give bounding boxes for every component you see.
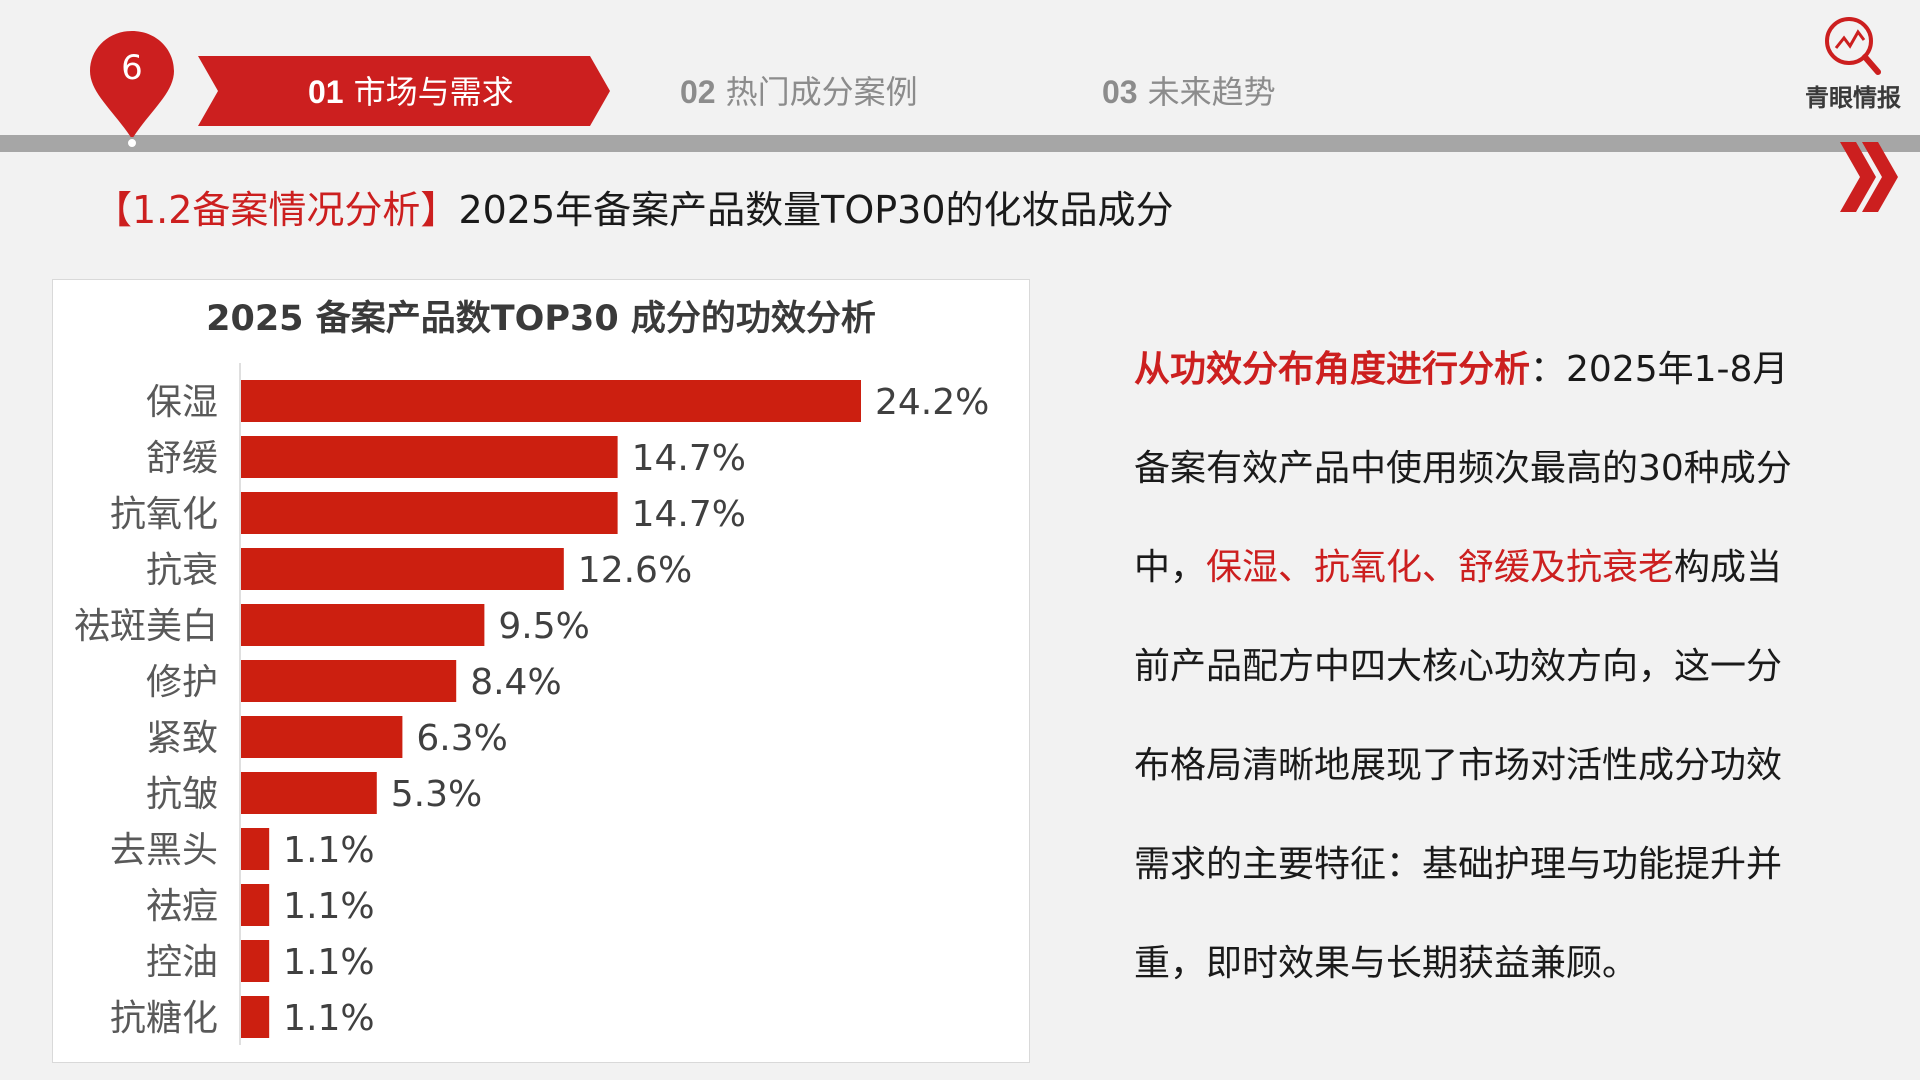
category-label: 舒缓 xyxy=(146,438,218,479)
data-label: 5.3% xyxy=(391,774,482,815)
tab-label: 未来趋势 xyxy=(1147,73,1276,111)
bar xyxy=(241,716,403,758)
category-label: 控油 xyxy=(146,942,218,983)
efficacy-bar-chart: 2025 备案产品数TOP30 成分的功效分析 保湿 24.2% 舒缓 14.7% 抗氧… xyxy=(74,299,989,1045)
bar xyxy=(241,380,861,422)
analysis-highlight: 保湿、抗氧化、舒缓及抗衰老 xyxy=(1206,547,1675,588)
category-label: 抗衰 xyxy=(146,550,218,591)
bar xyxy=(241,604,485,646)
double-chevron-right-icon xyxy=(1840,142,1898,212)
analysis-part2: 构成当前产品配方中四大核心功效方向，这一分布格局清晰地展现了市场对活性成分功效需… xyxy=(1134,547,1783,984)
category-label: 修护 xyxy=(146,662,218,703)
analysis-text: 从功效分布角度进行分析：2025年1-8月备案有效产品中使用频次最高的30种成分… xyxy=(1134,320,1814,1013)
tab-number: 02 xyxy=(680,74,716,110)
page-number-pin-icon xyxy=(90,31,174,149)
tab-label: 市场与需求 xyxy=(353,73,514,111)
active-tab-arrow xyxy=(198,56,610,126)
data-label: 6.3% xyxy=(416,718,507,759)
category-label: 抗皱 xyxy=(146,774,218,815)
section-tag: 【1.2备案情况分析】 xyxy=(94,188,459,232)
tab-future-trends[interactable]: 03 未来趋势 xyxy=(1102,68,1276,116)
bar xyxy=(241,660,457,702)
chart-title: 2025 备案产品数TOP30 成分的功效分析 xyxy=(206,299,876,339)
category-label: 祛痘 xyxy=(146,886,218,927)
analysis-part1: ：2025年1-8月备案有效产品中使用频次最高的30种成分中， xyxy=(1134,349,1792,588)
data-label: 1.1% xyxy=(283,998,374,1039)
header-divider xyxy=(0,135,1920,152)
category-label: 抗氧化 xyxy=(110,494,218,535)
category-label: 祛斑美白 xyxy=(74,606,218,647)
tab-number: 01 xyxy=(308,74,344,110)
bar xyxy=(241,772,377,814)
tab-number: 03 xyxy=(1102,74,1138,110)
page-number: 6 xyxy=(121,48,143,88)
category-label: 去黑头 xyxy=(110,830,218,871)
magnifier-chart-logo-icon xyxy=(1825,17,1881,75)
data-label: 1.1% xyxy=(283,886,374,927)
category-label: 保湿 xyxy=(146,382,218,423)
brand-logo-text: 青眼情报 xyxy=(1805,84,1901,112)
data-label: 24.2% xyxy=(875,382,989,423)
section-title-text: 2025年备案产品数量TOP30的化妆品成分 xyxy=(458,188,1174,232)
data-label: 1.1% xyxy=(283,942,374,983)
bar xyxy=(241,828,270,870)
bar xyxy=(241,996,270,1038)
analysis-lead: 从功效分布角度进行分析 xyxy=(1134,349,1531,390)
data-label: 12.6% xyxy=(578,550,692,591)
tab-market-demand[interactable]: 01 市场与需求 xyxy=(308,68,514,116)
bar xyxy=(241,548,564,590)
bar xyxy=(241,884,270,926)
bar xyxy=(241,492,618,534)
data-label: 14.7% xyxy=(632,438,746,479)
data-label: 1.1% xyxy=(283,830,374,871)
section-title: 【1.2备案情况分析】2025年备案产品数量TOP30的化妆品成分 xyxy=(94,184,1174,236)
category-label: 抗糖化 xyxy=(110,998,218,1039)
bar xyxy=(241,940,270,982)
tab-label: 热门成分案例 xyxy=(725,73,918,111)
tab-hot-ingredient-cases[interactable]: 02 热门成分案例 xyxy=(680,68,918,116)
data-label: 8.4% xyxy=(470,662,561,703)
category-label: 紧致 xyxy=(146,718,218,759)
data-label: 9.5% xyxy=(498,606,589,647)
data-label: 14.7% xyxy=(632,494,746,535)
bar xyxy=(241,436,618,478)
